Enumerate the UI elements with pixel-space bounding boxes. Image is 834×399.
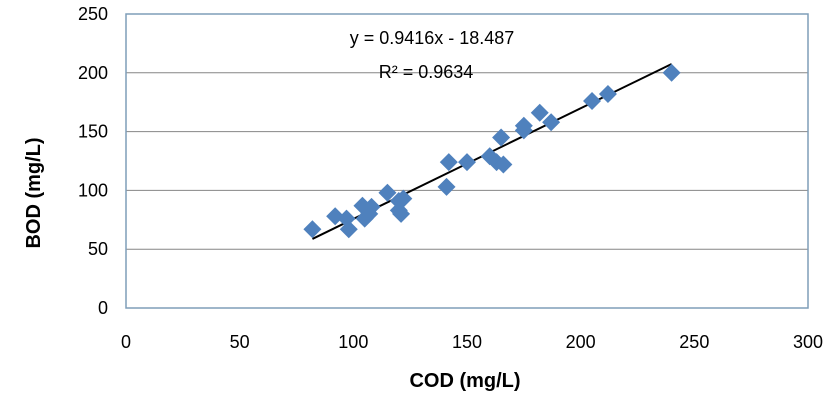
y-tick-label: 50 [88,239,108,259]
r-squared-label: R² = 0.9634 [379,62,474,82]
trendline-equation: y = 0.9416x - 18.487 [350,28,515,48]
x-tick-label: 50 [230,332,250,352]
data-point [392,204,411,223]
data-point [530,103,549,122]
y-tick-label: 100 [78,180,108,200]
data-point [303,220,322,239]
data-point [662,63,681,82]
y-tick-label: 200 [78,63,108,83]
data-point [458,153,476,172]
data-point [542,113,561,132]
y-axis-ticks: 0 50 100 150 200 250 [78,4,108,318]
data-point [439,153,458,172]
plot-area-border [125,13,809,309]
x-tick-label: 250 [679,332,709,352]
y-tick-label: 0 [98,298,108,318]
data-point [583,92,602,111]
data-point [362,197,381,216]
data-point [598,84,617,103]
data-point [394,189,413,208]
x-tick-label: 150 [452,332,482,352]
data-point [339,220,358,239]
data-point [492,128,511,147]
data-point [514,121,533,140]
x-axis-title: COD (mg/L) [409,370,520,392]
data-point [378,183,397,202]
data-points [303,63,681,239]
y-axis-title: BOD (mg/L) [23,137,45,248]
x-tick-label: 200 [566,332,596,352]
data-point [326,207,345,226]
data-point [494,155,513,174]
data-point [437,177,456,196]
y-tick-label: 150 [78,122,108,142]
y-tick-label: 250 [78,4,108,24]
x-tick-label: 300 [793,332,823,352]
x-tick-label: 100 [338,332,368,352]
x-tick-label: 0 [121,332,131,352]
x-axis-ticks: 0 50 100 150 200 250 300 [121,332,823,352]
